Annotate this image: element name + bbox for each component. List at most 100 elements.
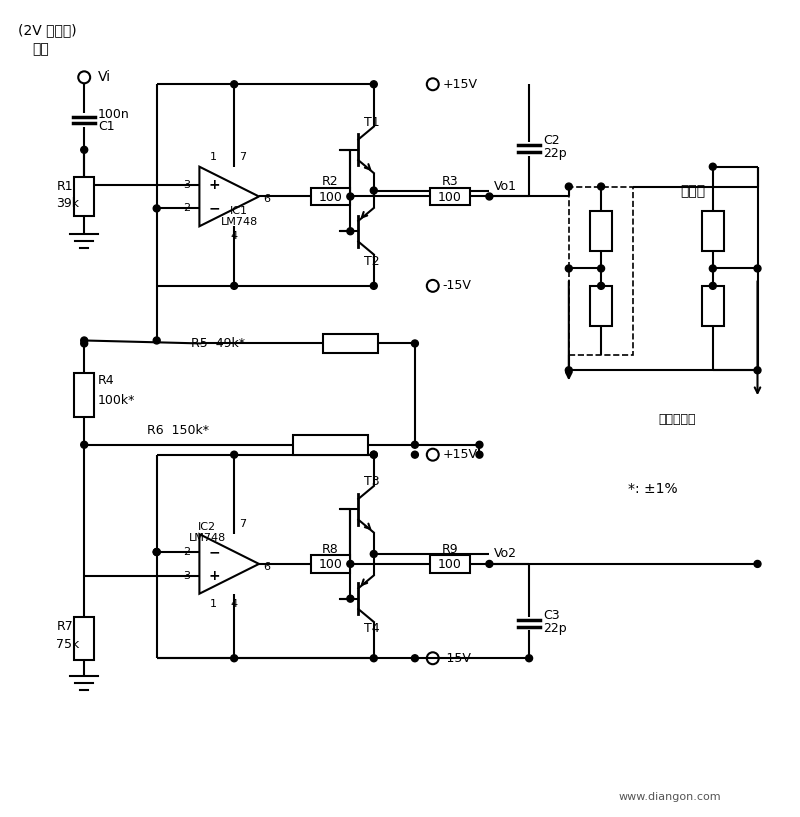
Circle shape [230, 81, 238, 87]
Text: T2: T2 [364, 255, 380, 267]
Circle shape [411, 451, 418, 458]
Text: 6: 6 [263, 194, 270, 204]
Text: T3: T3 [364, 475, 380, 488]
Text: IC2: IC2 [198, 522, 217, 532]
Text: LM748: LM748 [189, 534, 226, 543]
Text: T1: T1 [364, 115, 380, 128]
Circle shape [476, 441, 483, 449]
Bar [310, 188, 350, 205]
Text: 100: 100 [438, 558, 462, 571]
Text: 100: 100 [438, 191, 462, 204]
Bar [74, 373, 94, 417]
Text: 2: 2 [183, 203, 190, 213]
Bar [590, 212, 612, 251]
Polygon shape [199, 534, 259, 594]
Circle shape [370, 451, 378, 458]
Circle shape [154, 548, 160, 556]
Text: R6  150k*: R6 150k* [146, 424, 209, 437]
Bar [702, 286, 724, 326]
Text: R5  49k*: R5 49k* [191, 337, 246, 350]
Text: LM748: LM748 [221, 217, 258, 227]
Circle shape [81, 340, 88, 347]
Text: 3: 3 [183, 571, 190, 581]
Text: +15V: +15V [442, 78, 478, 91]
Bar [430, 555, 470, 573]
Circle shape [710, 283, 716, 289]
Circle shape [598, 183, 605, 190]
Bar [74, 617, 94, 660]
Text: -15V: -15V [442, 279, 471, 292]
Text: R2: R2 [322, 175, 338, 188]
Circle shape [347, 228, 354, 234]
Circle shape [230, 451, 238, 458]
Circle shape [370, 551, 378, 557]
Bar [430, 188, 470, 205]
Circle shape [347, 193, 354, 200]
Circle shape [81, 337, 88, 344]
Circle shape [411, 441, 418, 449]
Text: +: + [209, 177, 220, 191]
Circle shape [526, 654, 533, 662]
Text: Vo1: Vo1 [494, 180, 518, 193]
Circle shape [411, 340, 418, 347]
Text: 2: 2 [183, 547, 190, 557]
Text: R8: R8 [322, 542, 339, 556]
Text: 3: 3 [183, 180, 190, 190]
Text: T4: T4 [364, 622, 380, 635]
Circle shape [598, 283, 605, 289]
Text: 1: 1 [210, 599, 217, 609]
Text: www.diangon.com: www.diangon.com [618, 792, 721, 802]
Circle shape [754, 265, 761, 272]
Text: −: − [209, 545, 220, 559]
Circle shape [230, 654, 238, 662]
Text: R1: R1 [57, 180, 73, 193]
Circle shape [154, 548, 160, 556]
Bar [74, 176, 94, 217]
Text: 39k: 39k [57, 197, 79, 210]
Text: 22p: 22p [543, 147, 566, 160]
Text: R4: R4 [98, 373, 114, 386]
Text: 7: 7 [239, 152, 246, 162]
Text: 传感器输出: 传感器输出 [658, 413, 696, 426]
Text: 7: 7 [239, 519, 246, 529]
Bar [569, 186, 634, 355]
Text: R7: R7 [57, 620, 73, 633]
Text: C2: C2 [543, 134, 560, 147]
Circle shape [370, 283, 378, 289]
Circle shape [486, 193, 493, 200]
Text: -15V: -15V [442, 652, 471, 665]
Text: −: − [209, 202, 220, 216]
Text: +15V: +15V [442, 449, 478, 461]
Text: 4: 4 [230, 599, 238, 609]
Text: 100n: 100n [98, 108, 130, 121]
Text: 6: 6 [263, 562, 270, 572]
Circle shape [370, 451, 378, 458]
Text: IC1: IC1 [230, 207, 248, 217]
Circle shape [598, 265, 605, 272]
Circle shape [486, 560, 493, 567]
Text: 输入: 输入 [33, 42, 50, 56]
Circle shape [566, 265, 572, 272]
Circle shape [230, 283, 238, 289]
Text: Vi: Vi [98, 70, 111, 84]
Text: 100: 100 [318, 558, 342, 571]
Polygon shape [199, 167, 259, 226]
Bar [702, 212, 724, 251]
Circle shape [710, 163, 716, 170]
Text: 100k*: 100k* [98, 394, 135, 407]
Circle shape [710, 265, 716, 272]
Text: 1: 1 [210, 152, 217, 162]
Bar [322, 333, 378, 354]
Text: 4: 4 [230, 231, 238, 241]
Text: (2V 正弦波): (2V 正弦波) [18, 24, 76, 38]
Circle shape [154, 205, 160, 212]
Text: *: ±1%: *: ±1% [629, 482, 678, 497]
Text: R9: R9 [442, 542, 458, 556]
Circle shape [476, 451, 483, 458]
Circle shape [370, 81, 378, 87]
Circle shape [347, 596, 354, 602]
Circle shape [754, 560, 761, 567]
Circle shape [154, 337, 160, 344]
Text: C1: C1 [98, 120, 114, 133]
Circle shape [566, 183, 572, 190]
